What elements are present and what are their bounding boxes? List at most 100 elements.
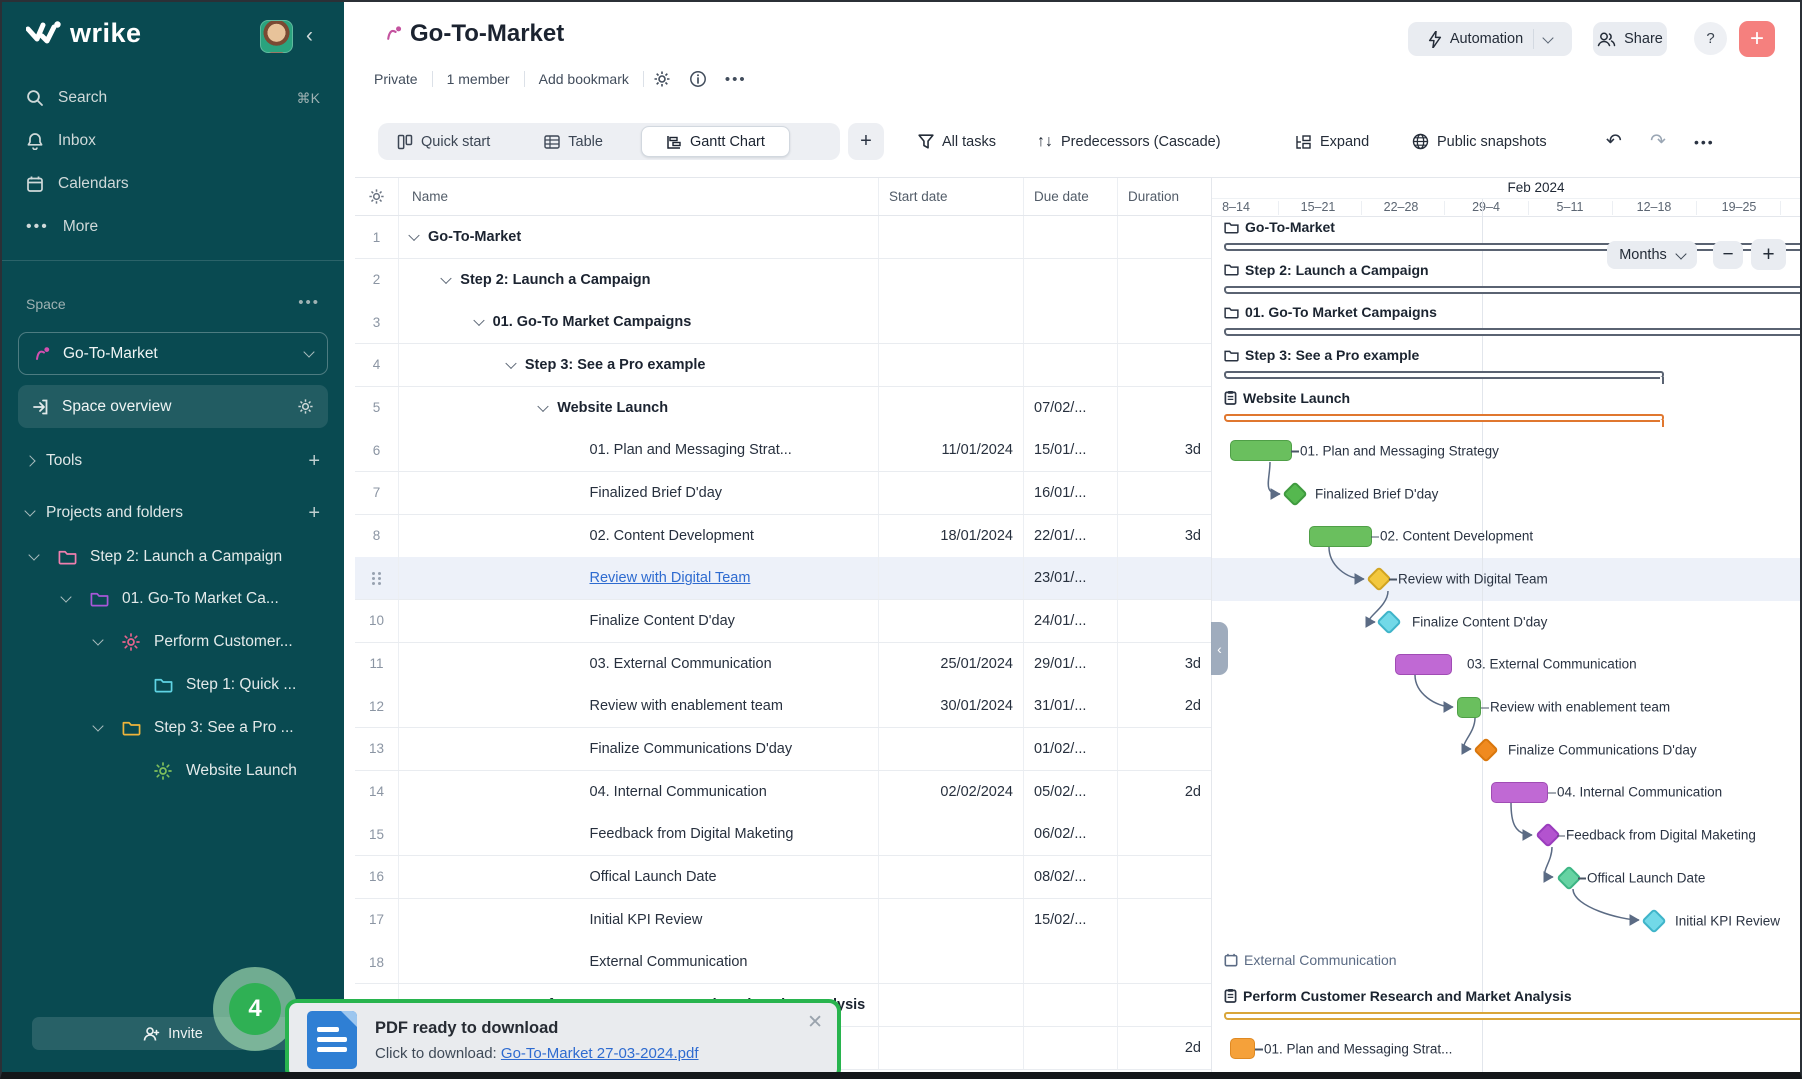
due-date-cell[interactable]: 29/01/... [1024, 642, 1118, 685]
table-row[interactable]: 10 Finalize Content D'day 24/01/... [355, 599, 1211, 643]
task-name-cell[interactable]: External Communication [399, 941, 879, 984]
task-name-cell[interactable]: Review with Digital Team [399, 557, 879, 600]
tab-gantt-chart[interactable]: Gantt Chart [640, 126, 790, 157]
task-name-cell[interactable]: Website Launch [399, 386, 879, 429]
duration-cell[interactable] [1118, 813, 1211, 855]
add-tool-button[interactable]: + [308, 449, 320, 472]
sidebar-item-inbox[interactable]: Inbox [2, 123, 344, 159]
gantt-summary-bar[interactable] [1224, 1011, 1800, 1020]
sidebar-item-projects-and-folders[interactable]: Projects and folders + [2, 494, 344, 532]
start-date-cell[interactable] [879, 471, 1024, 514]
table-row[interactable]: 5 Website Launch 07/02/... [355, 386, 1211, 430]
start-date-cell[interactable] [879, 941, 1024, 984]
gear-icon[interactable] [644, 70, 680, 88]
sidebar-tree-item[interactable]: Step 3: See a Pro ... [2, 706, 344, 749]
table-row[interactable]: 13 Finalize Communications D'day 01/02/... [355, 727, 1211, 771]
table-row[interactable]: 14 04. Internal Communication 02/02/2024 05… [355, 770, 1211, 814]
due-date-cell[interactable]: 01/02/... [1024, 727, 1118, 770]
table-row[interactable]: 12 Review with enablement team 30/01/2024 3… [355, 685, 1211, 729]
drag-handle[interactable] [355, 557, 399, 600]
task-name-cell[interactable]: Finalize Content D'day [399, 599, 879, 642]
due-date-cell[interactable] [1024, 983, 1118, 1026]
task-link[interactable]: Review with Digital Team [589, 570, 751, 587]
start-date-cell[interactable] [879, 727, 1024, 770]
help-button[interactable]: ? [1694, 22, 1727, 55]
table-row[interactable]: 6 01. Plan and Messaging Strat... 11/01/20… [355, 429, 1211, 473]
panel-collapse-handle[interactable]: ‹ [1211, 622, 1228, 675]
gantt-summary-label[interactable]: Go-To-Market [1224, 219, 1335, 235]
due-date-cell[interactable]: 06/02/... [1024, 813, 1118, 856]
task-name-cell[interactable]: Review with enablement team [399, 685, 879, 728]
chevron-down-icon[interactable] [408, 229, 420, 242]
table-row[interactable]: 8 02. Content Development 18/01/2024 22/01/… [355, 514, 1211, 558]
task-name-cell[interactable]: 01. Go-To Market Campaigns [399, 301, 879, 344]
sidebar-item-more[interactable]: ••• More [2, 209, 344, 245]
duration-cell[interactable] [1118, 941, 1211, 983]
wrike-logo[interactable]: wrike [26, 18, 142, 49]
table-row[interactable]: 7 Finalized Brief D'day 16/01/... [355, 471, 1211, 515]
add-bookmark-button[interactable]: Add bookmark [538, 71, 629, 87]
add-view-button[interactable]: + [848, 123, 884, 160]
chevron-down-icon[interactable] [60, 591, 72, 603]
duration-cell[interactable] [1118, 344, 1211, 386]
gantt-milestone-diamond[interactable] [1473, 737, 1499, 763]
column-header-name[interactable]: Name [399, 178, 879, 215]
due-date-cell[interactable]: 08/02/... [1024, 855, 1118, 898]
table-row[interactable]: 2 Step 2: Launch a Campaign [355, 258, 1211, 302]
task-name-cell[interactable]: 02. Content Development [399, 514, 879, 557]
table-row[interactable]: 11 03. External Communication 25/01/2024 29… [355, 642, 1211, 686]
due-date-cell[interactable] [1024, 941, 1118, 984]
start-date-cell[interactable]: 30/01/2024 [879, 685, 1024, 728]
gantt-summary-bar[interactable] [1224, 285, 1800, 294]
due-date-cell[interactable]: 07/02/... [1024, 386, 1118, 429]
due-date-cell[interactable] [1024, 343, 1118, 386]
duration-cell[interactable] [1118, 387, 1211, 429]
task-name-cell[interactable]: 04. Internal Communication [399, 770, 879, 813]
duration-cell[interactable] [1118, 856, 1211, 898]
chevron-down-icon[interactable] [92, 720, 104, 732]
duration-cell[interactable] [1118, 216, 1211, 258]
due-date-cell[interactable] [1024, 301, 1118, 344]
due-date-cell[interactable]: 15/02/... [1024, 898, 1118, 941]
sort-predecessors[interactable]: ↑↓ Predecessors (Cascade) [1037, 123, 1221, 160]
table-settings-gear-icon[interactable] [355, 178, 399, 215]
redo-button[interactable]: ↷ [1650, 131, 1666, 152]
gantt-milestone-diamond[interactable] [1376, 608, 1402, 635]
start-date-cell[interactable]: 25/01/2024 [879, 642, 1024, 685]
duration-cell[interactable]: 3d [1184, 527, 1201, 544]
gantt-summary-label[interactable]: Perform Customer Research and Market Ana… [1224, 988, 1572, 1004]
gantt-summary-bar[interactable] [1224, 243, 1800, 251]
start-date-cell[interactable]: 18/01/2024 [879, 514, 1024, 557]
duration-cell[interactable] [1118, 301, 1211, 343]
sidebar-item-calendars[interactable]: Calendars [2, 166, 344, 202]
table-row[interactable]: 17 Initial KPI Review 15/02/... [355, 898, 1211, 942]
gantt-summary-bar[interactable] [1224, 328, 1800, 337]
start-date-cell[interactable] [879, 216, 1024, 258]
start-date-cell[interactable] [879, 898, 1024, 941]
task-name-cell[interactable]: Finalize Communications D'day [399, 727, 879, 770]
chevron-down-icon[interactable] [440, 272, 452, 284]
duration-cell[interactable]: 2d [1184, 1039, 1201, 1056]
start-date-cell[interactable] [879, 343, 1024, 386]
gantt-summary-bar[interactable] [1224, 413, 1664, 427]
info-icon[interactable] [680, 70, 716, 88]
duration-cell[interactable] [1118, 899, 1211, 941]
chevron-down-icon[interactable] [505, 357, 517, 370]
task-name-cell[interactable]: Feedback from Digital Maketing [399, 813, 879, 856]
column-header-due-date[interactable]: Due date [1024, 178, 1118, 215]
duration-cell[interactable]: 3d [1184, 655, 1201, 672]
task-name-cell[interactable]: Step 2: Launch a Campaign [399, 258, 879, 301]
public-snapshots-button[interactable]: Public snapshots [1412, 123, 1547, 160]
gantt-task-bar[interactable] [1230, 440, 1292, 462]
due-date-cell[interactable] [1024, 216, 1118, 258]
due-date-cell[interactable] [1024, 258, 1118, 301]
task-name-cell[interactable]: 01. Plan and Messaging Strat... [399, 429, 879, 472]
table-row[interactable]: 15 Feedback from Digital Maketing 06/02/..… [355, 813, 1211, 857]
due-date-cell[interactable]: 24/01/... [1024, 599, 1118, 642]
gear-icon[interactable] [297, 398, 314, 415]
table-row[interactable]: 16 Offical Launch Date 08/02/... [355, 855, 1211, 899]
gantt-milestone-diamond[interactable] [1282, 480, 1308, 507]
sidebar-item-search[interactable]: Search ⌘K [2, 80, 344, 116]
gantt-zoom-scale-select[interactable]: Months [1607, 241, 1697, 269]
gantt-summary-bar[interactable] [1224, 371, 1664, 385]
